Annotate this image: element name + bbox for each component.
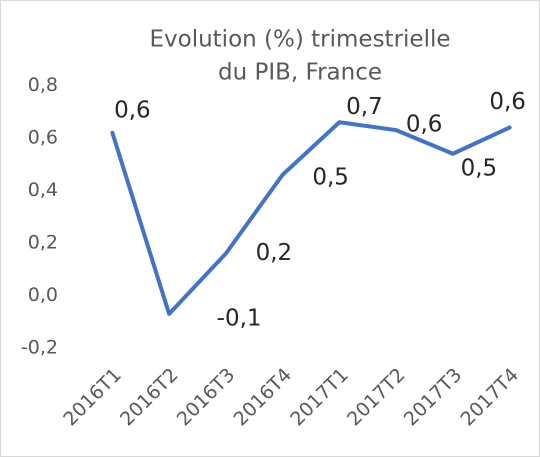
chart-title: Evolution (%) trimestrielle <box>149 27 450 53</box>
y-tick-label: 0,4 <box>28 179 58 201</box>
x-tick-label: 2017T4 <box>457 364 524 431</box>
data-label: 0,6 <box>114 97 151 123</box>
x-tick-label: 2016T1 <box>59 364 126 431</box>
data-label: -0,1 <box>217 305 262 331</box>
x-tick-label: 2016T4 <box>230 364 297 431</box>
y-tick-label: -0,2 <box>21 337 58 359</box>
x-tick-label: 2017T2 <box>343 364 410 431</box>
data-label: 0,5 <box>461 155 498 181</box>
x-tick-label: 2016T2 <box>116 364 183 431</box>
y-tick-label: 0,0 <box>28 284 58 306</box>
x-tick-label: 2017T3 <box>400 364 467 431</box>
y-tick-label: 0,6 <box>28 127 58 149</box>
data-label: 0,7 <box>346 94 383 120</box>
data-label: 0,6 <box>406 112 443 138</box>
x-tick-label: 2016T3 <box>173 364 240 431</box>
data-label: 0,2 <box>256 240 293 266</box>
y-tick-label: 0,8 <box>28 74 58 96</box>
y-tick-label: 0,2 <box>28 232 58 254</box>
line <box>110 120 512 316</box>
x-tick-label: 2017T1 <box>286 364 353 431</box>
data-label: 0,5 <box>312 164 349 190</box>
data-label: 0,6 <box>489 89 526 115</box>
chart-title: du PIB, France <box>218 60 382 86</box>
